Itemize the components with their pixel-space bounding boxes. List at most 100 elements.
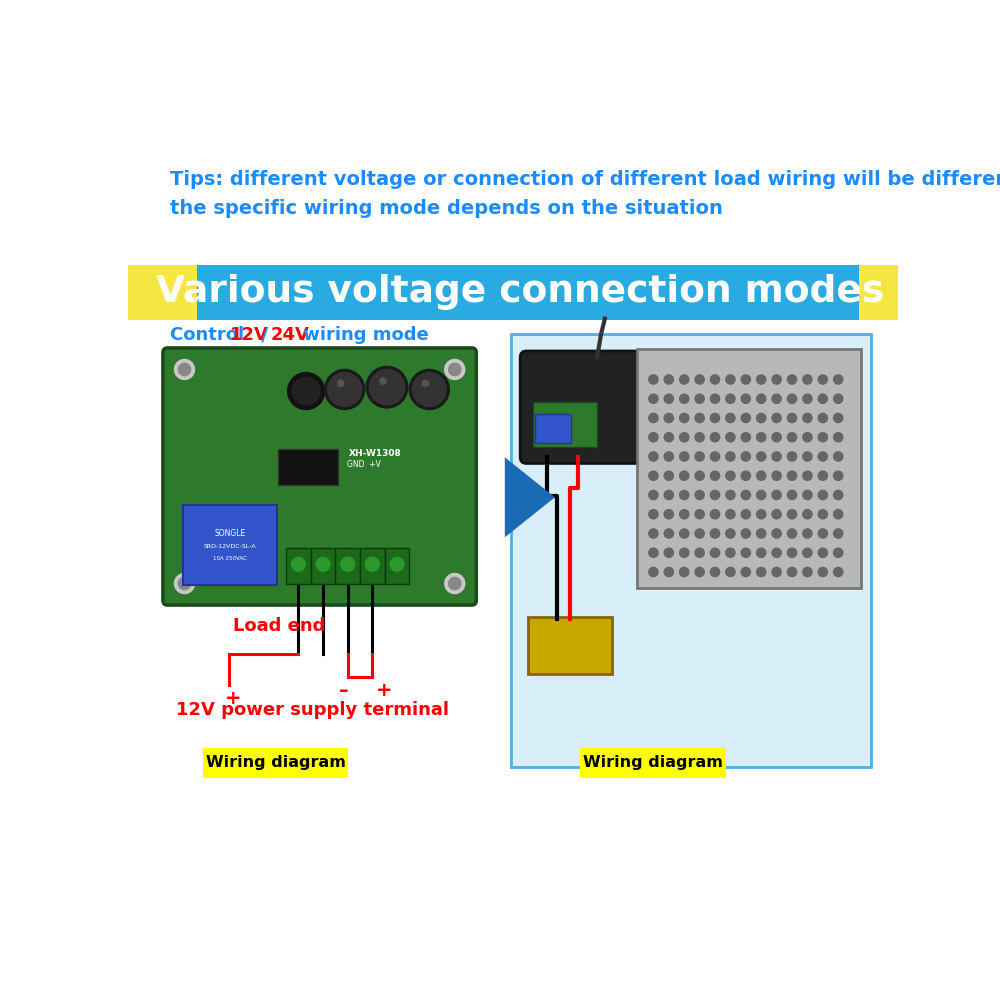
Circle shape [834, 529, 843, 538]
Circle shape [412, 373, 446, 406]
FancyBboxPatch shape [311, 548, 335, 584]
Circle shape [680, 394, 689, 403]
FancyBboxPatch shape [385, 548, 409, 584]
Text: +: + [376, 681, 392, 700]
Circle shape [409, 369, 449, 410]
Circle shape [803, 452, 812, 461]
Circle shape [449, 363, 461, 376]
Circle shape [445, 574, 465, 594]
Circle shape [787, 567, 797, 577]
Circle shape [787, 529, 797, 538]
Circle shape [726, 567, 735, 577]
Circle shape [288, 373, 325, 410]
Circle shape [695, 375, 704, 384]
Circle shape [787, 413, 797, 423]
Circle shape [834, 567, 843, 577]
Circle shape [803, 490, 812, 500]
Circle shape [741, 394, 750, 403]
Circle shape [818, 375, 827, 384]
Circle shape [680, 413, 689, 423]
Circle shape [803, 471, 812, 480]
Circle shape [449, 577, 461, 590]
Circle shape [726, 375, 735, 384]
Circle shape [726, 452, 735, 461]
Circle shape [772, 567, 781, 577]
Circle shape [726, 548, 735, 557]
Circle shape [741, 548, 750, 557]
Circle shape [178, 577, 191, 590]
FancyBboxPatch shape [637, 349, 861, 588]
FancyBboxPatch shape [183, 505, 277, 585]
Circle shape [741, 510, 750, 519]
Circle shape [757, 394, 766, 403]
FancyBboxPatch shape [335, 548, 360, 584]
Circle shape [649, 452, 658, 461]
Circle shape [680, 510, 689, 519]
Circle shape [649, 375, 658, 384]
Circle shape [178, 363, 191, 376]
Circle shape [818, 490, 827, 500]
Circle shape [787, 375, 797, 384]
Circle shape [757, 452, 766, 461]
Circle shape [365, 557, 379, 571]
Text: Load end: Load end [233, 617, 325, 635]
Circle shape [664, 510, 673, 519]
Circle shape [741, 471, 750, 480]
Circle shape [757, 433, 766, 442]
Circle shape [757, 375, 766, 384]
Circle shape [695, 413, 704, 423]
Circle shape [787, 548, 797, 557]
Circle shape [741, 452, 750, 461]
Circle shape [390, 557, 404, 571]
Circle shape [422, 380, 429, 386]
Circle shape [341, 557, 355, 571]
Circle shape [664, 490, 673, 500]
FancyBboxPatch shape [286, 548, 311, 584]
Circle shape [787, 452, 797, 461]
Circle shape [369, 369, 405, 405]
Circle shape [803, 413, 812, 423]
Circle shape [803, 394, 812, 403]
Circle shape [818, 452, 827, 461]
Circle shape [741, 433, 750, 442]
Circle shape [772, 452, 781, 461]
Circle shape [803, 548, 812, 557]
FancyBboxPatch shape [535, 414, 571, 443]
Circle shape [818, 529, 827, 538]
Text: /: / [255, 326, 274, 344]
FancyBboxPatch shape [278, 449, 338, 485]
Circle shape [649, 529, 658, 538]
FancyBboxPatch shape [533, 402, 597, 447]
Circle shape [787, 510, 797, 519]
Bar [141, 265, 151, 320]
Circle shape [664, 471, 673, 480]
Circle shape [680, 567, 689, 577]
Circle shape [710, 490, 720, 500]
Circle shape [726, 413, 735, 423]
Circle shape [680, 548, 689, 557]
Circle shape [664, 433, 673, 442]
Circle shape [818, 413, 827, 423]
Circle shape [834, 548, 843, 557]
Circle shape [695, 490, 704, 500]
Circle shape [680, 433, 689, 442]
Text: +: + [225, 689, 241, 708]
Circle shape [757, 510, 766, 519]
Circle shape [803, 510, 812, 519]
Text: the specific wiring mode depends on the situation: the specific wiring mode depends on the … [170, 199, 723, 218]
Circle shape [325, 369, 365, 410]
Circle shape [710, 394, 720, 403]
Circle shape [695, 510, 704, 519]
Circle shape [649, 433, 658, 442]
Text: Wiring diagram: Wiring diagram [206, 755, 346, 770]
Circle shape [710, 471, 720, 480]
Circle shape [695, 452, 704, 461]
Bar [168, 265, 176, 320]
Circle shape [834, 452, 843, 461]
Circle shape [710, 548, 720, 557]
Bar [156, 265, 164, 320]
Circle shape [445, 359, 465, 379]
Circle shape [741, 413, 750, 423]
Circle shape [710, 529, 720, 538]
Circle shape [680, 452, 689, 461]
